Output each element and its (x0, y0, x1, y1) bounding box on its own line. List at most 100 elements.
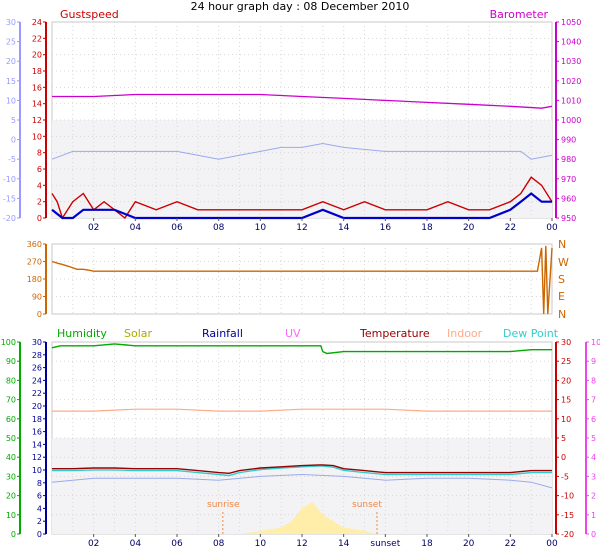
outer-temp-axis-tick-label: 20 (6, 57, 16, 66)
rain-right-axis-tick-label: 7 (591, 396, 596, 405)
dir-label-s: S (558, 273, 565, 286)
panel3-series (51, 343, 553, 534)
gust-axis-tick-label: 18 (32, 67, 42, 76)
rainfall-axis-tick-label: 20 (32, 402, 42, 411)
legend-uv: UV (285, 327, 301, 340)
barometer-axis-tick-label: 1030 (561, 57, 581, 66)
rainfall-axis-tick-label: 24 (32, 376, 42, 385)
x-tick-label: 22 (505, 539, 516, 549)
humidity-axis-tick-label: 90 (6, 357, 16, 366)
x-tick-label: 04 (130, 539, 142, 549)
rain-right-axis-tick-label: 8 (591, 376, 596, 385)
barometer-label: Barometer (490, 8, 549, 21)
gustspeed-label: Gustspeed (60, 8, 119, 21)
barometer-axis-tick-label: 1050 (561, 18, 581, 27)
panel2-grid (52, 244, 552, 314)
outer-temp-axis-tick-label: 15 (6, 77, 16, 86)
sunset-label: sunset (352, 500, 382, 510)
dir-label-n2: N (558, 308, 566, 321)
rainfall-axis-tick-label: 12 (32, 453, 42, 462)
rainfall-axis-tick-label: 26 (32, 364, 42, 373)
gust-axis-tick-label: 8 (37, 149, 42, 158)
gust-axis-tick-label: 12 (32, 116, 42, 125)
x-tick-label: 02 (88, 539, 99, 549)
outer-temp-axis-tick-label: 30 (6, 18, 16, 27)
x-tick-label: 06 (171, 223, 183, 233)
temperature-axis-tick-label: 30 (561, 338, 571, 347)
outer-temp-axis-tick-label: -15 (3, 194, 16, 203)
rainfall-axis-tick-label: 18 (32, 415, 42, 424)
x-tick-label: 14 (338, 223, 350, 233)
gust-axis-tick-label: 6 (37, 165, 42, 174)
legend-indoor: Indoor (447, 327, 483, 340)
gust-axis-tick-label: 4 (37, 181, 42, 190)
temperature-axis-tick-label: -20 (561, 530, 574, 539)
rainfall-axis-tick-label: 2 (37, 517, 42, 526)
legend-temperature: Temperature (359, 327, 430, 340)
legend-rainfall: Rainfall (202, 327, 243, 340)
temperature-axis-tick-label: 10 (561, 415, 571, 424)
legend-humidity: Humidity (57, 327, 107, 340)
x-tick-label: 16 (380, 223, 392, 233)
humidity-axis-tick-label: 80 (6, 376, 16, 385)
temperature-axis-tick-label: 20 (561, 376, 571, 385)
panel2-series (51, 245, 553, 315)
barometer-axis-tick-label: 1000 (561, 116, 581, 125)
outer-temp-axis-tick-label: -5 (8, 155, 16, 164)
temperature-axis-tick-label: -10 (561, 492, 574, 501)
gust-axis-tick-label: 14 (32, 100, 42, 109)
x-tick-label: 20 (463, 539, 475, 549)
barometer-axis-tick-label: 980 (561, 155, 576, 164)
panel-gust-barometer: 302520151050-5-10-15-2024222018161412108… (3, 8, 581, 233)
chart-title: 24 hour graph day : 08 December 2010 (191, 0, 410, 13)
rainfall-axis-tick-label: 6 (37, 492, 42, 501)
series-temperature (52, 464, 552, 475)
x-tick-label: 08 (213, 539, 225, 549)
temperature-axis-tick-label: -15 (561, 511, 574, 520)
rain-right-axis-tick-label: 2 (591, 492, 596, 501)
gust-axis-tick-label: 2 (37, 198, 42, 207)
x-tick-label: 00 (546, 223, 558, 233)
x-tick-label: 02 (88, 223, 99, 233)
barometer-axis-tick-label: 1020 (561, 77, 581, 86)
legend-solar: Solar (124, 327, 153, 340)
legend-dewpoint: Dew Point (503, 327, 559, 340)
rainfall-axis-tick-label: 10 (32, 466, 42, 475)
series-solar (222, 502, 377, 534)
x-tick-label: 18 (421, 539, 433, 549)
rainfall-axis-tick-label: 22 (32, 389, 42, 398)
series-humidity (51, 343, 552, 355)
humidity-axis-tick-label: 30 (6, 472, 16, 481)
x-tick-label: 00 (546, 539, 558, 549)
rainfall-axis-tick-label: 0 (37, 530, 42, 539)
x-tick-label: 14 (338, 539, 350, 549)
x-tick-label: 12 (296, 223, 307, 233)
rain-right-axis-tick-label: 6 (591, 415, 596, 424)
x-tick-label: 10 (255, 539, 267, 549)
outer-temp-axis-tick-label: -10 (3, 175, 16, 184)
barometer-axis-tick-label: 970 (561, 175, 576, 184)
series-indoor (52, 408, 552, 412)
dir-label-e: E (558, 290, 565, 303)
outer-temp-axis-tick-label: 25 (6, 38, 16, 47)
panel1-axes: 302520151050-5-10-15-2024222018161412108… (3, 18, 581, 233)
direction-axis-tick-label: 180 (27, 275, 42, 284)
rainfall-axis-tick-label: 30 (32, 338, 42, 347)
x-tick-label: 04 (130, 223, 142, 233)
panel3-grid (52, 342, 552, 534)
outer-temp-axis-tick-label: 10 (6, 96, 16, 105)
rain-right-axis-tick-label: 9 (591, 357, 596, 366)
gust-axis-tick-label: 10 (32, 132, 42, 141)
series-dew-point (52, 465, 552, 477)
direction-axis-tick-label: 90 (32, 293, 42, 302)
x-tick-label: 22 (505, 223, 516, 233)
humidity-axis-tick-label: 70 (6, 396, 16, 405)
series-direction (51, 245, 553, 315)
x-tick-label: sunset (370, 539, 400, 549)
rainfall-axis-tick-label: 28 (32, 351, 42, 360)
rain-right-axis-tick-label: 3 (591, 472, 596, 481)
panel1-series (51, 93, 553, 220)
gust-axis-tick-label: 20 (32, 51, 42, 60)
gust-axis-tick-label: 22 (32, 34, 42, 43)
